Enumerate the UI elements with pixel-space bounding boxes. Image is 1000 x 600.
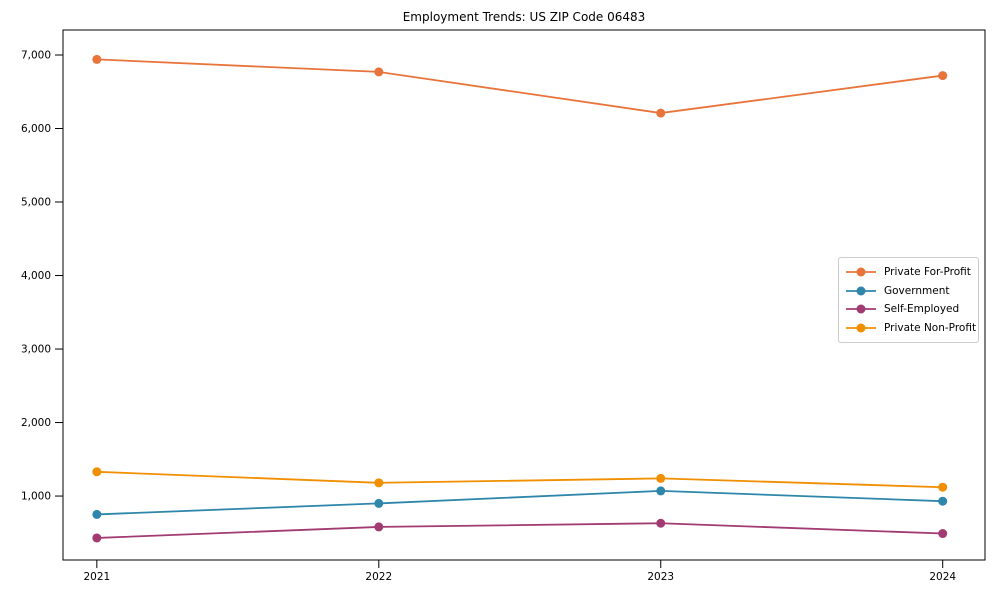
series-line: [95, 58, 944, 114]
data-point: [938, 529, 948, 539]
legend-item: Self-Employed: [846, 300, 972, 319]
series-line: [95, 490, 944, 516]
legend-label: Government: [884, 284, 950, 297]
data-point: [92, 509, 102, 519]
x-tick-label: 2023: [647, 571, 674, 583]
x-tick-label: 2021: [83, 571, 110, 583]
data-point: [92, 54, 102, 64]
legend-marker-icon: [846, 286, 876, 296]
legend-label: Private Non-Profit: [884, 321, 977, 334]
legend-item: Private For-Profit: [846, 263, 972, 282]
data-point: [656, 486, 666, 496]
plot-frame: [62, 29, 986, 561]
y-tick-label: 4,000: [21, 270, 51, 282]
data-point: [938, 482, 948, 492]
data-point: [374, 498, 384, 508]
data-point: [374, 478, 384, 488]
legend-label: Self-Employed: [884, 303, 960, 316]
y-tick-label: 1,000: [21, 491, 51, 503]
series-line: [95, 470, 944, 489]
chart-title: Employment Trends: US ZIP Code 06483: [402, 10, 646, 24]
y-tick-label: 2,000: [21, 417, 51, 429]
y-tick-label: 7,000: [21, 49, 51, 61]
data-point: [938, 496, 948, 506]
legend: Private For-Profit Government Self-Employe…: [838, 257, 979, 343]
legend-item: Private Non-Profit: [846, 319, 976, 338]
data-point: [374, 522, 384, 532]
legend-label: Private For-Profit: [884, 266, 971, 279]
legend-marker-icon: [846, 267, 876, 277]
x-tick-label: 2022: [365, 571, 392, 583]
y-tick-label: 5,000: [21, 197, 51, 209]
data-point: [656, 518, 666, 528]
data-point: [938, 71, 948, 81]
y-tick-label: 6,000: [21, 123, 51, 135]
x-tick-label: 2024: [929, 571, 956, 583]
data-point: [92, 533, 102, 543]
data-point: [374, 67, 384, 77]
legend-marker-icon: [846, 323, 876, 333]
series-line: [95, 522, 944, 539]
legend-item: Government: [846, 282, 972, 301]
data-point: [656, 108, 666, 118]
data-point: [92, 467, 102, 477]
legend-marker-icon: [846, 304, 876, 314]
data-point: [656, 473, 666, 483]
y-tick-label: 3,000: [21, 344, 51, 356]
